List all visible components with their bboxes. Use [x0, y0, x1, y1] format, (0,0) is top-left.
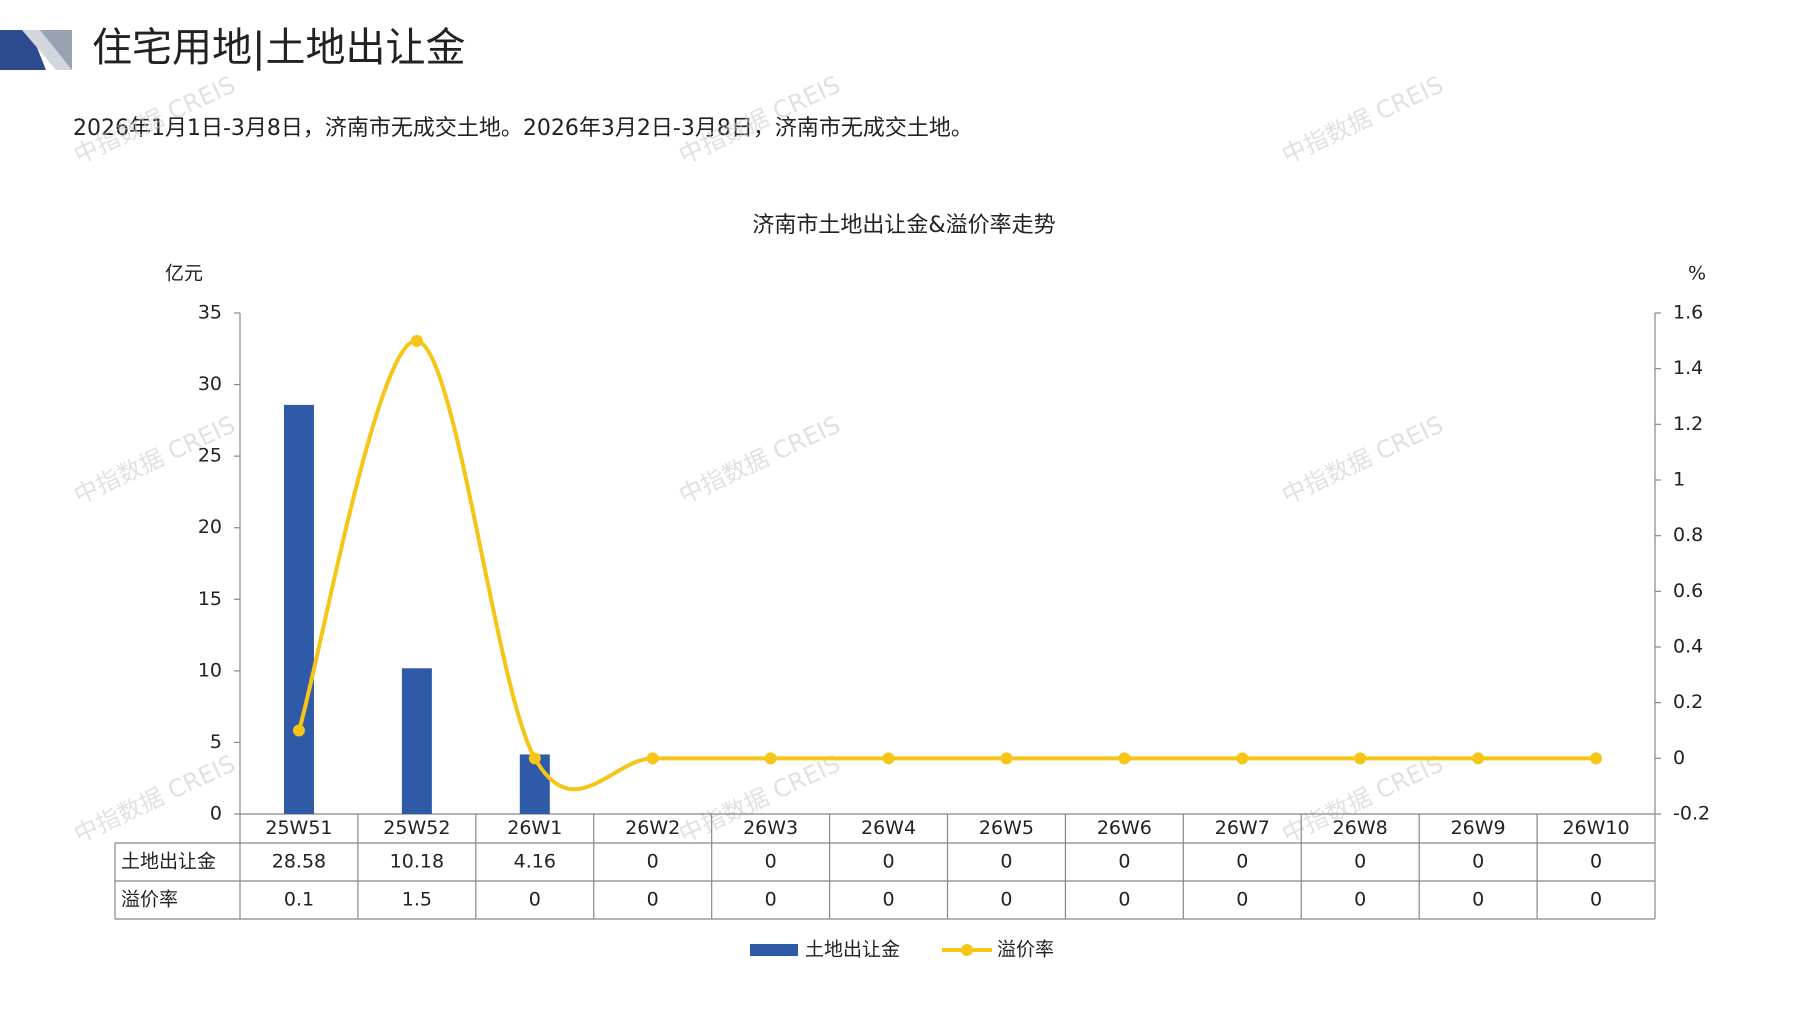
y2-tick-label: 1	[1673, 469, 1685, 491]
y2-tick-label: 1.2	[1673, 413, 1703, 435]
line-point	[1590, 752, 1603, 765]
x-tick-label: 26W4	[861, 817, 916, 839]
table-cell: 0	[1354, 889, 1366, 911]
x-tick-label: 26W8	[1333, 817, 1388, 839]
x-tick-label: 26W9	[1451, 817, 1506, 839]
legend-swatch	[961, 944, 973, 956]
line-point	[764, 752, 777, 765]
table-cell: 0	[1000, 851, 1012, 873]
table-cell: 28.58	[272, 851, 326, 873]
table-cell: 1.5	[402, 889, 432, 911]
chart-title: 济南市土地出让金&溢价率走势	[752, 213, 1055, 238]
bar	[401, 668, 432, 814]
x-tick-label: 25W52	[383, 817, 450, 839]
y-tick-label: 10	[198, 659, 222, 681]
table-cell: 0	[1590, 889, 1602, 911]
table-cell: 0	[882, 851, 894, 873]
line-point	[1236, 752, 1249, 765]
y-axis-unit: 亿元	[165, 263, 203, 285]
line-point	[882, 752, 895, 765]
table-cell: 0	[1000, 889, 1012, 911]
bar	[283, 404, 314, 814]
y2-tick-label: 1.4	[1673, 357, 1703, 379]
table-cell: 0	[1118, 851, 1130, 873]
line-point	[410, 334, 423, 347]
watermark: 中指数据 CREIS	[675, 411, 845, 510]
line-point	[1472, 752, 1485, 765]
y-tick-label: 5	[210, 731, 222, 753]
table-cell: 0	[765, 851, 777, 873]
table-cell: 0	[1472, 889, 1484, 911]
table-cell: 0	[765, 889, 777, 911]
bar	[519, 754, 550, 814]
y-tick-label: 15	[198, 588, 222, 610]
table-row-header: 土地出让金	[121, 851, 216, 873]
line-point	[292, 724, 305, 737]
x-tick-label: 26W3	[743, 817, 798, 839]
table-cell: 0	[529, 889, 541, 911]
y2-tick-label: 0.2	[1673, 691, 1703, 713]
y-tick-label: 35	[198, 302, 222, 324]
table-cell: 0.1	[284, 889, 314, 911]
table-cell: 4.16	[514, 851, 556, 873]
line-point	[1354, 752, 1367, 765]
y2-tick-label: 0.4	[1673, 636, 1703, 658]
line-point	[1118, 752, 1131, 765]
line	[297, 338, 1597, 792]
x-tick-label: 26W6	[1097, 817, 1152, 839]
y-tick-label: 0	[210, 803, 222, 825]
watermark: 中指数据 CREIS	[70, 750, 240, 849]
x-tick-label: 25W51	[265, 817, 332, 839]
header-icon	[0, 30, 72, 70]
y-tick-label: 20	[198, 516, 222, 538]
y2-tick-label: 0.6	[1673, 580, 1703, 602]
y2-tick-label: 0	[1673, 747, 1685, 769]
subtitle: 2026年1月1日-3月8日，济南市无成交土地。2026年3月2日-3月8日，济…	[73, 116, 973, 141]
x-tick-label: 26W1	[507, 817, 562, 839]
legend-swatch	[750, 944, 798, 956]
y2-tick-label: 1.6	[1673, 302, 1703, 324]
x-tick-label: 26W2	[625, 817, 680, 839]
table-cell: 0	[1118, 889, 1130, 911]
table-cell: 0	[1472, 851, 1484, 873]
table-row-header: 溢价率	[121, 889, 178, 911]
table-cell: 0	[882, 889, 894, 911]
x-tick-label: 26W5	[979, 817, 1034, 839]
y-tick-label: 25	[198, 445, 222, 467]
y2-axis-unit: %	[1688, 263, 1706, 285]
table-cell: 10.18	[390, 851, 444, 873]
y-tick-label: 30	[198, 373, 222, 395]
line-point	[646, 752, 659, 765]
table-cell: 0	[1354, 851, 1366, 873]
line-point	[528, 752, 541, 765]
table-cell: 0	[647, 889, 659, 911]
watermark: 中指数据 CREIS	[1278, 411, 1448, 510]
table-cell: 0	[1236, 889, 1248, 911]
line-point	[1000, 752, 1013, 765]
table-cell: 0	[647, 851, 659, 873]
y2-tick-label: 0.8	[1673, 524, 1703, 546]
x-tick-label: 26W10	[1562, 817, 1629, 839]
y2-tick-label: -0.2	[1673, 803, 1710, 825]
legend-label: 土地出让金	[805, 939, 900, 961]
table-cell: 0	[1236, 851, 1248, 873]
table-cell: 0	[1590, 851, 1602, 873]
page-header: 住宅用地|土地出让金	[92, 25, 465, 71]
legend-label: 溢价率	[997, 939, 1054, 961]
x-tick-label: 26W7	[1215, 817, 1270, 839]
watermark: 中指数据 CREIS	[1278, 71, 1448, 170]
